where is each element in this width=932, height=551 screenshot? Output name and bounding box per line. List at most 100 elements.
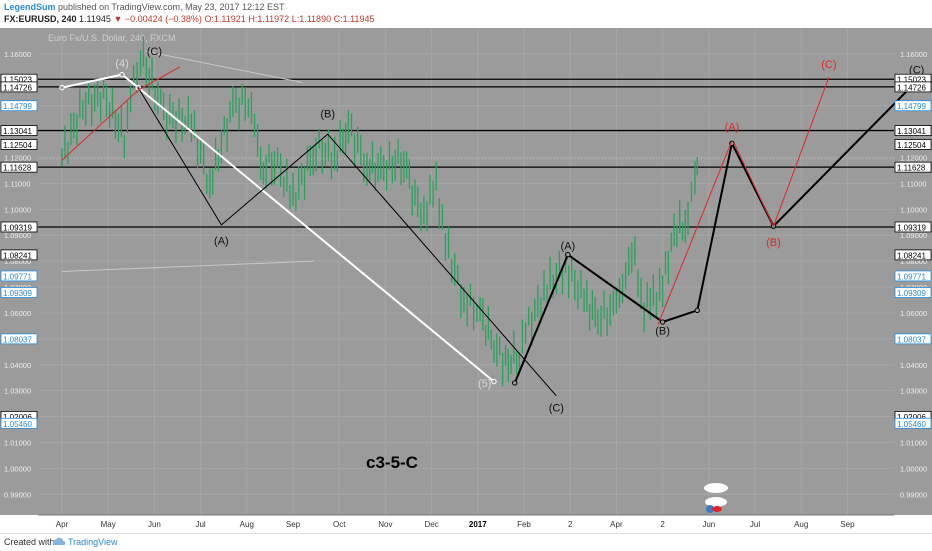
x-tick-label: Sep: [286, 520, 301, 529]
price-tag-box[interactable]: [894, 125, 932, 136]
tradingview-brand[interactable]: TradingView: [68, 537, 118, 547]
y-tick-label-right: 1.09000: [900, 231, 927, 240]
price-tag-box[interactable]: [0, 417, 38, 429]
price-tag-label: 1.02006: [897, 413, 926, 422]
price-tag-box[interactable]: [894, 417, 932, 429]
wave-label: (A): [725, 121, 740, 133]
x-tick-label: Jul: [750, 520, 760, 529]
published-text: published on TradingView.com, May 23, 20…: [58, 2, 285, 12]
price-tag-box[interactable]: [894, 161, 932, 173]
x-tick-label: 2: [568, 520, 573, 529]
price-tag-label: 1.13041: [3, 127, 32, 136]
y-tick-label-right: 1.00000: [900, 464, 927, 473]
wave-label: (A): [214, 235, 229, 247]
chart-title: c3-5-C: [366, 453, 418, 472]
price-tag-box[interactable]: [0, 161, 38, 173]
ohlc-open: O:1.11921: [204, 14, 246, 24]
price-tag-box[interactable]: [0, 333, 38, 345]
price-tag-box[interactable]: [894, 333, 932, 345]
price-tag-box[interactable]: [0, 221, 38, 233]
price-tag-box[interactable]: [894, 270, 932, 282]
price-tag-label: 1.09771: [897, 272, 926, 281]
wave-label: (5): [478, 378, 491, 390]
x-tick-label: Aug: [240, 520, 254, 529]
elliott-wave-line[interactable]: [137, 87, 557, 397]
price-tag-label: 1.15023: [897, 76, 926, 85]
x-tick-label: Aug: [794, 520, 808, 529]
wave-anchor-point[interactable]: [491, 378, 497, 385]
price-chart[interactable]: Euro Fx/U.S. Dollar, 240, FXCM (4) (C) (A)…: [0, 28, 932, 533]
x-tick-label: Jun: [148, 520, 161, 529]
price-tag-box[interactable]: [894, 287, 932, 298]
price-tag-label: 1.12504: [3, 141, 32, 150]
price-tag-label: 1.14726: [897, 83, 926, 92]
x-tick-label: Dec: [424, 520, 438, 529]
price-tag-box[interactable]: [894, 249, 932, 261]
footer-bar: Created with TradingView: [0, 533, 932, 551]
elliott-wave-line[interactable]: [61, 66, 181, 161]
elliott-wave-line[interactable]: [61, 73, 495, 383]
price-tag-label: 1.15023: [3, 76, 32, 85]
wave-label: (B): [320, 108, 335, 120]
price-tag-box[interactable]: [0, 287, 38, 298]
elliott-wave-line[interactable]: [733, 77, 830, 228]
y-tick-label-right: 1.06000: [900, 309, 927, 318]
price-tag-label: 1.08241: [897, 251, 926, 260]
price-tag-box[interactable]: [894, 81, 932, 93]
wave-anchor-point[interactable]: [565, 251, 571, 258]
y-tick-label-right: 0.99000: [900, 490, 927, 499]
price-tag-label: 1.05460: [3, 420, 32, 429]
x-tick-label: Oct: [333, 520, 346, 529]
wave-anchor-point[interactable]: [119, 71, 125, 78]
price-tag-box[interactable]: [0, 249, 38, 261]
price-tag-label: 1.13041: [897, 127, 926, 136]
x-tick-label: 2017: [469, 520, 487, 529]
y-tick-label-left: 1.16000: [4, 50, 31, 59]
price-tag-box[interactable]: [0, 270, 38, 282]
y-tick-label-left: 1.12000: [4, 154, 31, 163]
last-price: 1.11945: [79, 14, 111, 24]
price-tag-box[interactable]: [0, 139, 38, 150]
price-tag-label: 1.14799: [3, 102, 32, 111]
x-tick-label: Sep: [840, 520, 855, 529]
ohlc-low: L:1.11890: [291, 14, 332, 24]
elliott-wave-line[interactable]: [657, 140, 733, 325]
y-tick-label-right: 1.04000: [900, 361, 927, 370]
y-tick-label-left: 1.00000: [4, 464, 31, 473]
y-tick-label-right: 1.10000: [900, 205, 927, 214]
symbol-line: FX:EURUSD, 240 1.11945 ▼ −0.00424 (−0.38…: [4, 14, 374, 24]
x-tick-label: Apr: [56, 520, 69, 529]
wave-label: (C): [821, 59, 836, 71]
y-tick-label-left: 1.06000: [4, 309, 31, 318]
price-tag-label: 1.09309: [897, 289, 926, 298]
price-tag-box[interactable]: [0, 81, 38, 93]
y-tick-label-left: 1.03000: [4, 387, 31, 396]
price-tag-label: 1.12504: [897, 141, 926, 150]
price-tag-label: 1.11628: [3, 164, 32, 173]
author-link[interactable]: LegendSum: [4, 2, 56, 12]
x-tick-label: Nov: [378, 520, 392, 529]
wave-label: (C): [549, 402, 564, 414]
price-tag-label: 1.11628: [897, 164, 926, 173]
price-tag-box[interactable]: [894, 139, 932, 150]
x-tick-label: Apr: [610, 520, 623, 529]
wave-anchor-point[interactable]: [512, 380, 518, 386]
x-tick-label: Jun: [702, 520, 715, 529]
wave-anchor-point[interactable]: [59, 84, 65, 91]
elliott-wave-line[interactable]: [145, 50, 303, 83]
elliott-wave-line[interactable]: [61, 260, 314, 272]
x-tick-label: 2: [660, 520, 665, 529]
price-tag-label: 1.08037: [3, 335, 32, 344]
wave-anchor-point[interactable]: [694, 307, 700, 314]
price-tag-box[interactable]: [0, 125, 38, 136]
plot-area[interactable]: [38, 28, 894, 515]
price-tag-box[interactable]: [894, 221, 932, 233]
price-tag-box[interactable]: [0, 100, 38, 112]
price-tag-box[interactable]: [894, 100, 932, 112]
wave-anchor-point[interactable]: [659, 319, 666, 325]
y-tick-label-left: 1.01000: [4, 438, 31, 447]
y-tick-label-right: 1.03000: [900, 387, 927, 396]
wave-label: (C): [147, 46, 162, 58]
chart-watermark: Euro Fx/U.S. Dollar, 240, FXCM: [48, 33, 176, 43]
y-tick-label-left: 1.11000: [4, 179, 31, 188]
